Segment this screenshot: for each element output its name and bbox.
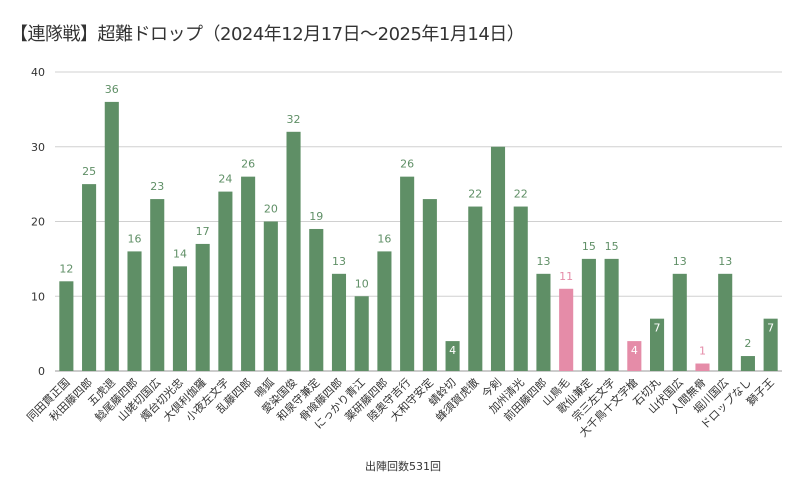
data-label: 19 xyxy=(309,210,323,223)
data-label: 20 xyxy=(264,203,278,216)
data-label: 4 xyxy=(631,344,638,357)
data-label: 13 xyxy=(332,255,346,268)
bar xyxy=(104,101,119,372)
bar xyxy=(377,251,392,371)
data-label: 13 xyxy=(673,255,687,268)
bar xyxy=(740,356,755,371)
x-axis-label: 出陣回数531回 xyxy=(365,460,441,473)
y-tick-label: 0 xyxy=(38,365,45,378)
bar xyxy=(263,221,278,371)
bar xyxy=(400,176,415,371)
y-tick-label: 10 xyxy=(31,290,45,303)
bar xyxy=(172,266,187,371)
bar xyxy=(627,341,642,371)
bar xyxy=(672,273,687,371)
y-tick-label: 40 xyxy=(31,66,45,79)
bar xyxy=(127,251,142,371)
y-tick-label: 30 xyxy=(31,141,45,154)
bar xyxy=(218,191,233,371)
bar xyxy=(82,184,97,371)
data-label: 16 xyxy=(128,232,142,245)
data-label: 15 xyxy=(605,240,619,253)
bar xyxy=(604,258,619,371)
data-label: 14 xyxy=(173,247,187,260)
bar xyxy=(241,176,256,371)
bar xyxy=(763,318,778,371)
bar xyxy=(286,131,301,371)
data-label: 10 xyxy=(355,277,369,290)
bar xyxy=(581,258,596,371)
data-label: 26 xyxy=(400,158,414,171)
data-label: 23 xyxy=(150,180,164,193)
bar xyxy=(422,199,437,371)
data-label: 26 xyxy=(241,158,255,171)
data-label: 4 xyxy=(449,344,456,357)
data-label: 1 xyxy=(699,345,706,358)
data-label: 22 xyxy=(468,188,482,201)
bar xyxy=(513,206,528,371)
data-label: 13 xyxy=(718,255,732,268)
data-label: 12 xyxy=(59,262,73,275)
bar xyxy=(490,146,506,371)
bar xyxy=(468,206,483,371)
data-label: 15 xyxy=(582,240,596,253)
bar xyxy=(150,199,165,371)
data-label: 36 xyxy=(105,83,119,96)
data-label: 22 xyxy=(514,188,528,201)
bar xyxy=(718,273,733,371)
bar xyxy=(59,281,74,371)
data-label: 7 xyxy=(654,322,661,335)
data-label: 13 xyxy=(536,255,550,268)
data-label: 24 xyxy=(218,173,232,186)
chart-title: 【連隊戦】超難ドロップ（2024年12月17日～2025年1月14日） xyxy=(10,24,525,45)
bar xyxy=(559,288,574,371)
bar xyxy=(695,363,710,371)
bar xyxy=(331,273,347,371)
bar xyxy=(195,243,210,371)
data-label: 32 xyxy=(287,113,301,126)
data-label: 11 xyxy=(559,270,573,283)
y-tick-label: 20 xyxy=(31,216,45,229)
bar xyxy=(354,296,369,371)
data-label: 2 xyxy=(744,337,751,350)
bar xyxy=(650,318,665,371)
data-label: 17 xyxy=(196,225,210,238)
data-label: 25 xyxy=(82,165,96,178)
bar xyxy=(536,273,551,371)
bar xyxy=(309,228,324,371)
data-label: 16 xyxy=(377,232,391,245)
data-label: 7 xyxy=(767,322,774,335)
bar xyxy=(445,341,460,371)
